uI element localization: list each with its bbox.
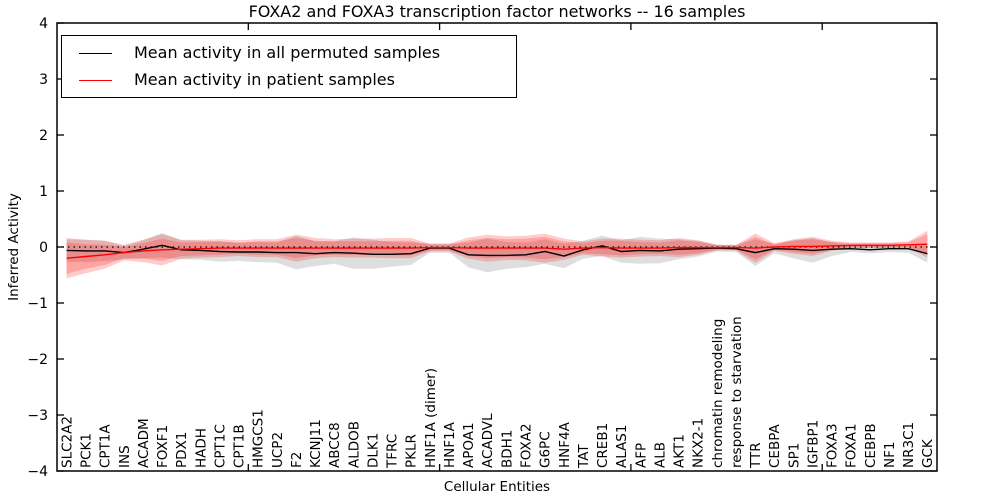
entity-label: HNF4A [557,421,573,468]
entity-label: PCK1 [78,433,94,468]
y-tick-label: 2 [39,128,48,144]
entity-label: NR3C1 [901,422,917,468]
entity-label: TAT [576,444,592,469]
entity-label: ACADVL [480,413,496,468]
legend-entry-patient: Mean activity in patient samples [62,70,516,90]
entity-label: ALB [652,442,668,468]
y-tick-label: −3 [27,408,48,424]
entity-label: ALAS1 [614,425,630,468]
entity-label: GCK [920,438,936,468]
legend-entry-permuted: Mean activity in all permuted samples [62,43,516,63]
entity-label: TFRC [385,434,401,469]
legend-label-patient: Mean activity in patient samples [134,70,395,89]
entity-label: HNF1A (dimer) [423,368,439,468]
y-tick-label: 3 [39,72,48,88]
entity-label: response to starvation [729,316,745,468]
y-tick-label: 1 [39,184,48,200]
patient-samples-spread-outer-band [66,230,928,279]
y-axis-label: Inferred Activity [6,193,22,301]
entity-label: KCNJ11 [308,419,324,468]
entity-label: UCP2 [270,432,286,468]
legend: Mean activity in all permuted samples Me… [61,35,517,98]
entity-label: INS [117,445,133,468]
entity-label: ACADM [136,418,152,468]
red-line-icon [79,79,112,81]
entity-label: ABCC8 [327,422,343,468]
entity-label: FOXA2 [519,423,535,468]
y-tick-label: −2 [27,352,48,368]
x-axis-label: Cellular Entities [443,479,551,495]
entity-label: CPT1A [98,424,114,468]
entity-label: PKLR [404,434,420,468]
y-tick-label: −1 [27,296,48,312]
entity-label: chromatin remodeling [710,319,726,468]
entity-label: HNF1A [442,421,458,468]
entity-label: G6PC [538,431,554,468]
entity-label: FOXA3 [825,423,841,468]
entity-label: CREB1 [595,423,611,468]
chart-title: FOXA2 and FOXA3 transcription factor net… [248,2,746,21]
entity-label: FOXA1 [844,423,860,468]
permuted-samples-spread-band [66,233,928,273]
entity-label: BDH1 [499,430,515,468]
patient-samples-spread-inner-band [66,234,928,274]
y-tick-label: 4 [39,16,48,32]
permuted-mean-line [66,244,928,257]
entity-label: APOA1 [461,422,477,468]
entity-label: SP1 [786,443,802,468]
entity-label: CEBPA [767,424,783,468]
entity-label: CPT1B [231,424,247,468]
y-tick-label: 0 [39,240,48,256]
entity-label: TTR [748,442,764,469]
entity-label: ALDOB [346,421,362,468]
entity-label: HMGCS1 [251,409,267,468]
entity-label: F2 [289,452,305,468]
entity-label: IGFBP1 [806,420,822,468]
entity-label: HADH [193,428,209,468]
entity-label: FOXF1 [155,425,171,468]
entity-label: PDX1 [174,432,190,468]
y-tick-label: −4 [27,464,48,480]
entity-label: NF1 [882,442,898,468]
entity-label: DLK1 [366,433,382,468]
black-line-icon [79,52,112,54]
entity-label: AFP [633,443,649,468]
entity-label: NKX2-1 [691,418,707,468]
entity-label: AKT1 [672,434,688,468]
patient-mean-line [66,243,928,259]
entity-label: SLC2A2 [59,416,75,468]
entity-label: CPT1C [212,424,228,468]
legend-label-permuted: Mean activity in all permuted samples [134,43,441,62]
entity-label: CEBPB [863,423,879,468]
